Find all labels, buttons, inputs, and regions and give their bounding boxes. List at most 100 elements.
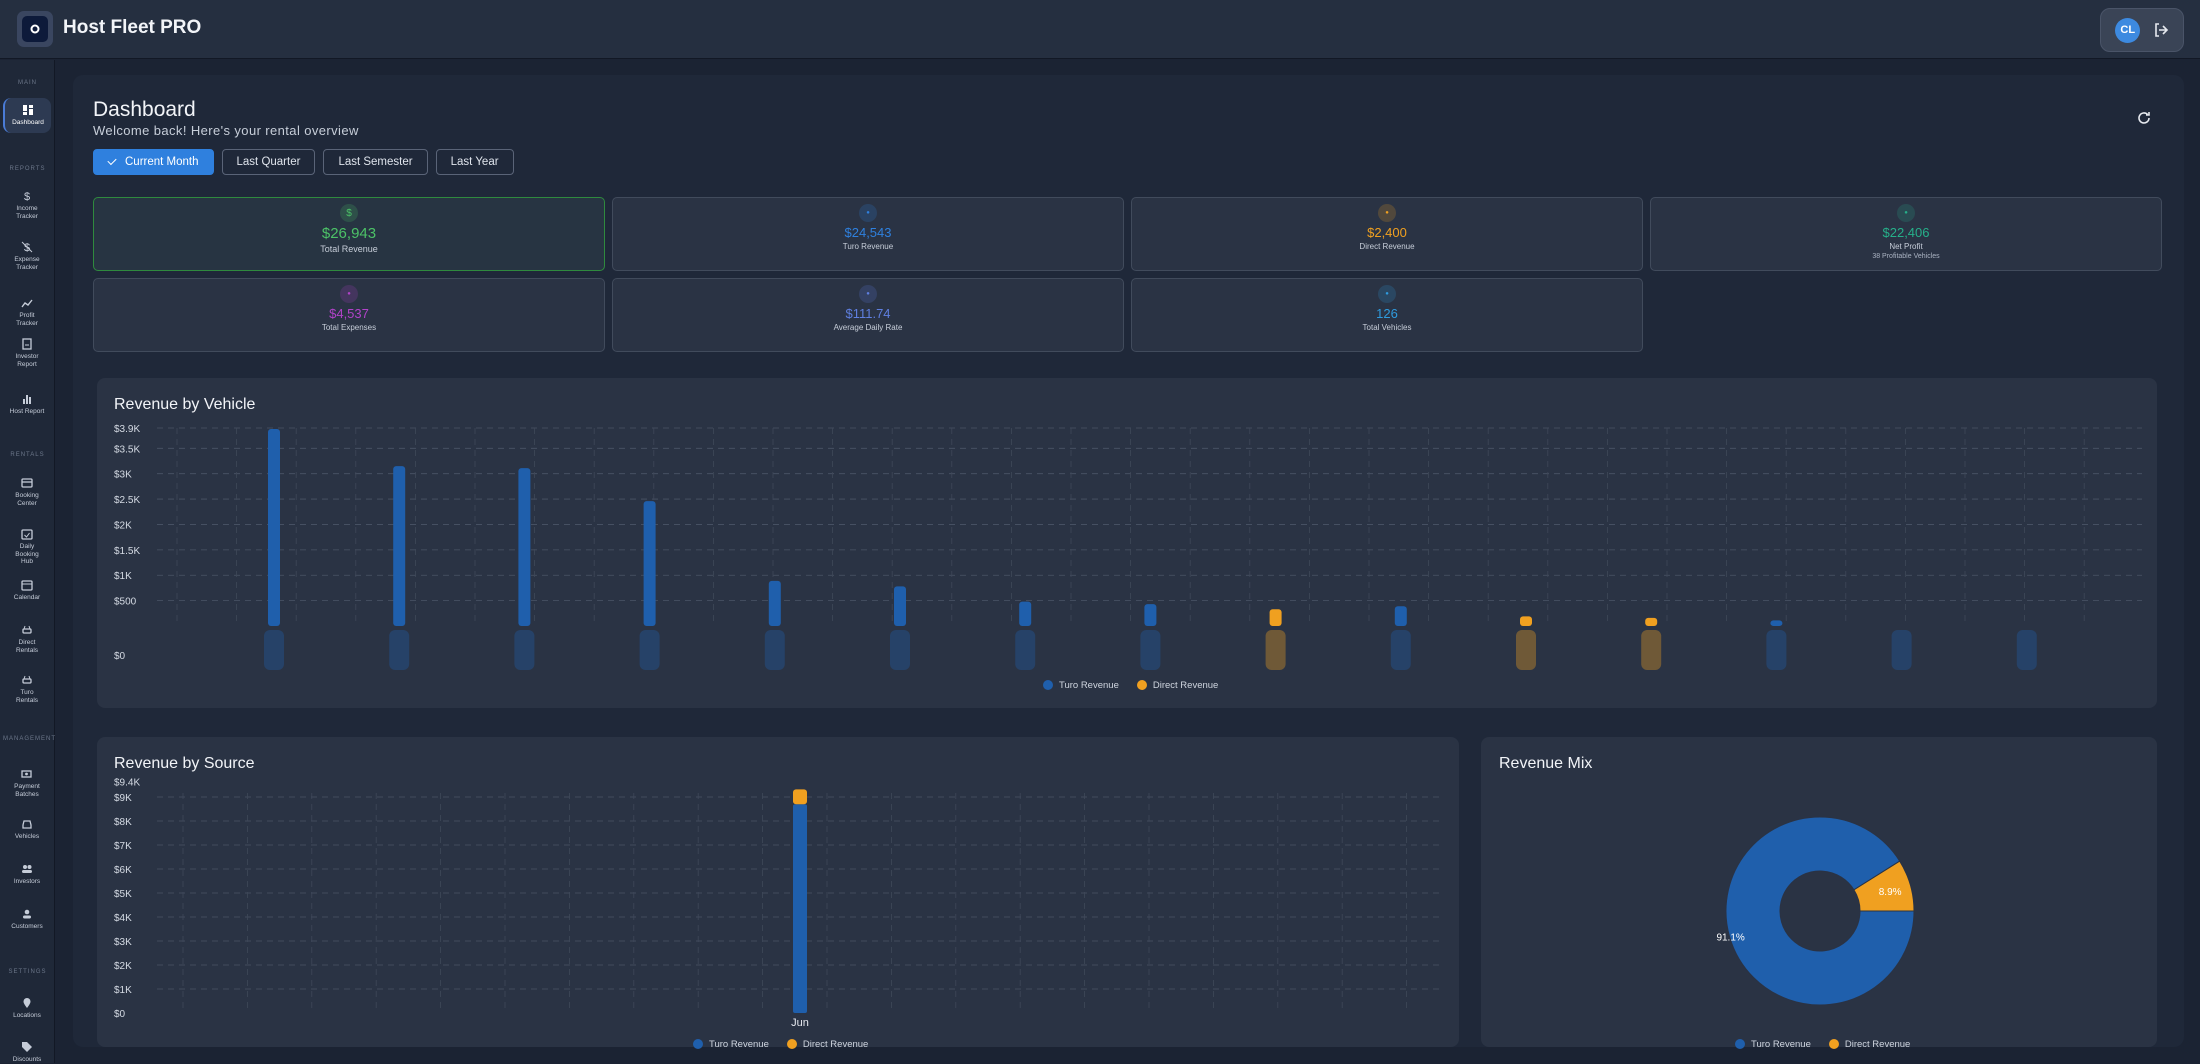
- filter-last-year[interactable]: Last Year: [435, 149, 514, 175]
- filter-current-month[interactable]: Current Month: [93, 149, 214, 175]
- stat-card-direct-revenue[interactable]: ● $2,400 Direct Revenue: [1131, 197, 1643, 271]
- stat-card-turo-revenue[interactable]: ● $24,543 Turo Revenue: [612, 197, 1124, 271]
- x-tick-label-blurred: [1891, 630, 1912, 670]
- revenue-by-source-title: Revenue by Source: [114, 755, 255, 772]
- bar-turo[interactable]: [518, 468, 531, 626]
- bar-direct[interactable]: [793, 789, 807, 805]
- bar-turo[interactable]: [1770, 620, 1783, 626]
- pie-slice-turo[interactable]: [1725, 816, 1915, 1006]
- stat-card-total-expenses[interactable]: ● $4,537 Total Expenses: [93, 278, 605, 352]
- y-tick-label: $1K: [114, 571, 132, 582]
- dashboard-icon: [23, 105, 33, 115]
- y-tick-label: $3K: [114, 470, 132, 481]
- x-tick-label-blurred: [514, 630, 535, 670]
- app-logo[interactable]: [17, 11, 53, 47]
- sidebar-item-label: Calendar: [13, 594, 41, 601]
- x-tick-label-blurred: [764, 630, 785, 670]
- bar-turo[interactable]: [894, 586, 906, 626]
- sidebar-item-daily-booking-hub[interactable]: Daily Booking Hub: [3, 528, 51, 566]
- sidebar-section-reports: REPORTS: [9, 166, 46, 172]
- x-tick-label-blurred: [890, 630, 910, 670]
- legend-turo[interactable]: Turo Revenue: [693, 1039, 769, 1050]
- sidebar-item-dashboard[interactable]: Dashboard: [3, 98, 51, 133]
- stat-card-total-vehicles[interactable]: ● 126 Total Vehicles: [1131, 278, 1643, 352]
- source-chart-legend: Turo Revenue Direct Revenue: [693, 1039, 868, 1050]
- refresh-icon[interactable]: [2135, 109, 2153, 127]
- bar-turo[interactable]: [793, 804, 807, 1013]
- stat-label: Total Expenses: [321, 323, 377, 332]
- bar-turo[interactable]: [1019, 601, 1032, 626]
- y-tick-label: $9.4K: [114, 777, 140, 788]
- sidebar-item-label: Turo Rentals: [15, 689, 39, 704]
- stat-value: $111.74: [845, 306, 891, 321]
- y-tick-label: $1.5K: [114, 546, 140, 557]
- avatar[interactable]: CL: [2115, 17, 2141, 43]
- sidebar-item-income-tracker[interactable]: $ Income Tracker: [3, 190, 51, 220]
- legend-direct[interactable]: Direct Revenue: [786, 1039, 868, 1050]
- sidebar-item-booking-center[interactable]: Booking Center: [3, 477, 51, 507]
- sidebar-item-host-report[interactable]: Host Report: [3, 393, 51, 416]
- y-tick-label: $3.5K: [114, 444, 140, 455]
- stat-label: Net Profit: [1889, 242, 1923, 251]
- x-tick-label-blurred: [264, 630, 284, 670]
- x-tick-label-blurred: [389, 630, 410, 670]
- sidebar-item-label: Investor Report: [15, 353, 39, 368]
- sidebar-item-investor-report[interactable]: Investor Report: [3, 338, 51, 368]
- legend-turo[interactable]: Turo Revenue: [1043, 680, 1119, 691]
- calendar-icon: [21, 580, 33, 591]
- sidebar-item-customers[interactable]: Customers: [3, 908, 51, 931]
- mix-chart-legend: Turo Revenue Direct Revenue: [1735, 1039, 1910, 1050]
- sidebar-item-locations[interactable]: Locations: [3, 997, 51, 1020]
- bar-turo[interactable]: [393, 466, 406, 626]
- filter-last-quarter[interactable]: Last Quarter: [221, 149, 316, 175]
- x-tick-label-blurred: [2016, 630, 2037, 670]
- logout-icon[interactable]: [2153, 22, 2169, 38]
- stat-value: $26,943: [321, 225, 377, 242]
- y-tick-label: $500: [114, 597, 137, 608]
- sidebar-item-investors[interactable]: Investors: [3, 863, 51, 886]
- sidebar-item-expense-tracker[interactable]: $ Expense Tracker: [3, 241, 51, 271]
- svg-text:$: $: [24, 191, 30, 202]
- sidebar-item-profit-tracker[interactable]: Profit Tracker: [3, 297, 51, 327]
- stat-card-net-profit[interactable]: ● $22,406 Net Profit 38 Profitable Vehicles: [1650, 197, 2162, 271]
- stat-value: $2,400: [1367, 225, 1407, 240]
- legend-turo[interactable]: Turo Revenue: [1735, 1039, 1811, 1050]
- sidebar-item-vehicles[interactable]: Vehicles: [3, 818, 51, 841]
- tag-icon: [22, 1042, 32, 1052]
- speed-icon: ●: [859, 285, 877, 303]
- legend-direct[interactable]: Direct Revenue: [1136, 680, 1218, 691]
- y-tick-label: $0: [114, 1009, 126, 1020]
- dollar-icon: $: [24, 191, 30, 202]
- bar-turo[interactable]: [768, 580, 781, 626]
- y-tick-label: $0: [114, 651, 126, 662]
- revenue-by-vehicle-panel: [97, 378, 2157, 708]
- bar-turo[interactable]: [1144, 604, 1157, 626]
- stat-card-total-revenue[interactable]: $ $26,943 Total Revenue: [93, 197, 605, 271]
- x-tick-label-blurred: [1015, 630, 1036, 670]
- stat-label: Average Daily Rate: [833, 323, 903, 332]
- bar-direct[interactable]: [1645, 617, 1658, 626]
- bar-turo[interactable]: [1394, 606, 1407, 626]
- dollar-off-icon: $: [21, 241, 33, 253]
- top-bar: Host Fleet PRO CL: [0, 0, 2200, 59]
- sidebar-item-turo-rentals[interactable]: Turo Rentals: [3, 674, 51, 704]
- sidebar-item-payment-batches[interactable]: Payment Batches: [3, 768, 51, 798]
- sidebar-item-label: Direct Rentals: [15, 639, 39, 654]
- sidebar-item-label: Payment Batches: [14, 783, 40, 798]
- bar-turo[interactable]: [643, 501, 656, 626]
- sidebar-section-rentals: RENTALS: [10, 452, 45, 458]
- y-tick-label: $7K: [114, 841, 132, 852]
- bar-turo[interactable]: [268, 429, 280, 626]
- sidebar-item-discounts[interactable]: Discounts: [3, 1041, 51, 1064]
- trend-icon: [21, 299, 33, 308]
- x-tick-label-blurred: [1766, 630, 1787, 670]
- user-menu[interactable]: CL: [2100, 8, 2184, 52]
- stat-card-average-daily-rate[interactable]: ● $111.74 Average Daily Rate: [612, 278, 1124, 352]
- bar-direct[interactable]: [1520, 616, 1532, 626]
- filter-last-semester[interactable]: Last Semester: [323, 149, 428, 175]
- bar-direct[interactable]: [1269, 609, 1282, 626]
- sidebar-item-direct-rentals[interactable]: Direct Rentals: [3, 624, 51, 654]
- legend-direct[interactable]: Direct Revenue: [1828, 1039, 1910, 1050]
- sidebar-item-calendar[interactable]: Calendar: [3, 579, 51, 602]
- receipt-icon: ●: [340, 285, 358, 303]
